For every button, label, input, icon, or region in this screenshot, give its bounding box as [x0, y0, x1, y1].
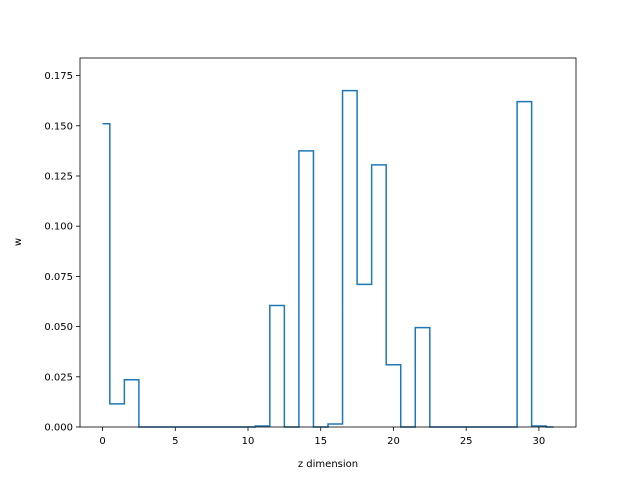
x-tick-label: 15 [314, 436, 327, 447]
ticks-layer: 0 5 10 15 20 25 30 0.000 0.025 0.050 0.075 0.100 0.1… [44, 71, 545, 447]
y-tick-label: 0.175 [44, 71, 73, 82]
y-tick-label: 0.125 [44, 171, 73, 182]
data-point [305, 149, 308, 152]
data-point [334, 422, 337, 425]
x-tick-label: 25 [460, 436, 473, 447]
data-point [523, 100, 526, 103]
data-point [348, 89, 351, 92]
series-layer [101, 89, 554, 428]
data-point [392, 363, 395, 366]
y-tick-label: 0.075 [44, 272, 73, 283]
axes-frame [79, 57, 577, 428]
data-point [377, 163, 380, 166]
x-tick-label: 30 [533, 436, 546, 447]
y-axis-label: w [13, 238, 24, 246]
x-tick-label: 5 [172, 436, 178, 447]
y-tick-label: 0.100 [44, 222, 73, 233]
y-tick-label: 0.150 [44, 121, 73, 132]
data-point [276, 304, 279, 307]
y-tick-label: 0.050 [44, 322, 73, 333]
data-point [116, 402, 119, 405]
x-tick-label: 0 [99, 436, 105, 447]
data-point [421, 326, 424, 329]
x-tick-label: 10 [242, 436, 255, 447]
series-step-line [102, 89, 554, 428]
y-tick-label: 0.025 [44, 372, 73, 383]
x-axis-label: z dimension [298, 459, 358, 470]
data-point [101, 122, 104, 125]
data-point [363, 283, 366, 286]
x-tick-label: 20 [387, 436, 400, 447]
y-tick-label: 0.000 [44, 423, 73, 434]
data-point [130, 378, 133, 381]
